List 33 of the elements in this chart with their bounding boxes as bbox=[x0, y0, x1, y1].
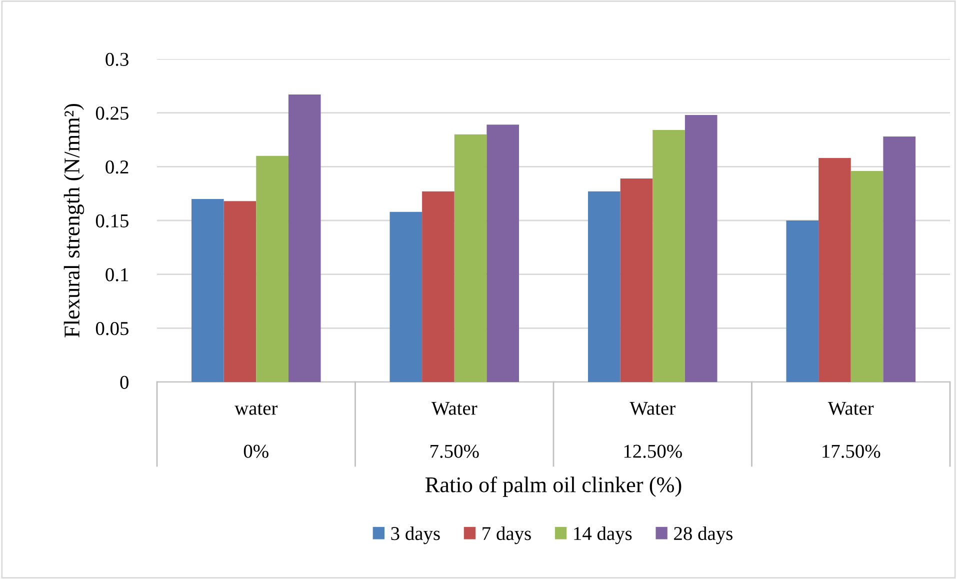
y-tick-label: 0 bbox=[120, 376, 128, 389]
bar bbox=[818, 158, 851, 382]
bar bbox=[652, 130, 685, 382]
bar bbox=[588, 191, 620, 382]
y-tick-label: 0.25 bbox=[96, 106, 128, 120]
category-label: water 0% bbox=[234, 404, 278, 458]
y-tick-label: 0.2 bbox=[106, 160, 128, 174]
bar bbox=[224, 201, 256, 382]
bar bbox=[422, 191, 454, 382]
category-label: Water 12.50% bbox=[624, 402, 682, 458]
bar bbox=[786, 220, 819, 382]
bar bbox=[390, 212, 422, 382]
bar bbox=[288, 94, 321, 382]
legend-label: 7 days bbox=[482, 526, 531, 544]
bar bbox=[883, 136, 916, 382]
bar bbox=[454, 134, 487, 382]
category-label: Water 7.50% bbox=[430, 402, 479, 458]
y-tick-label: 0.1 bbox=[106, 268, 128, 282]
y-tick-label: 0.3 bbox=[106, 52, 128, 66]
bar bbox=[684, 114, 718, 382]
bar bbox=[620, 178, 653, 382]
y-tick-label: 0.05 bbox=[96, 322, 128, 336]
bar bbox=[486, 124, 520, 382]
bar bbox=[850, 170, 884, 382]
legend-label: 3 days bbox=[391, 526, 440, 544]
legend-label: 14 days bbox=[574, 526, 632, 544]
category-label: Water 17.50% bbox=[822, 402, 880, 458]
bar bbox=[256, 156, 288, 382]
legend-label: 28 days bbox=[674, 526, 732, 544]
y-axis-title: Flexural strength (N/mm²) bbox=[64, 104, 84, 338]
x-axis-title: Ratio of palm oil clinker (%) bbox=[425, 476, 682, 497]
y-tick-label: 0.15 bbox=[96, 214, 128, 228]
bar bbox=[191, 198, 224, 382]
